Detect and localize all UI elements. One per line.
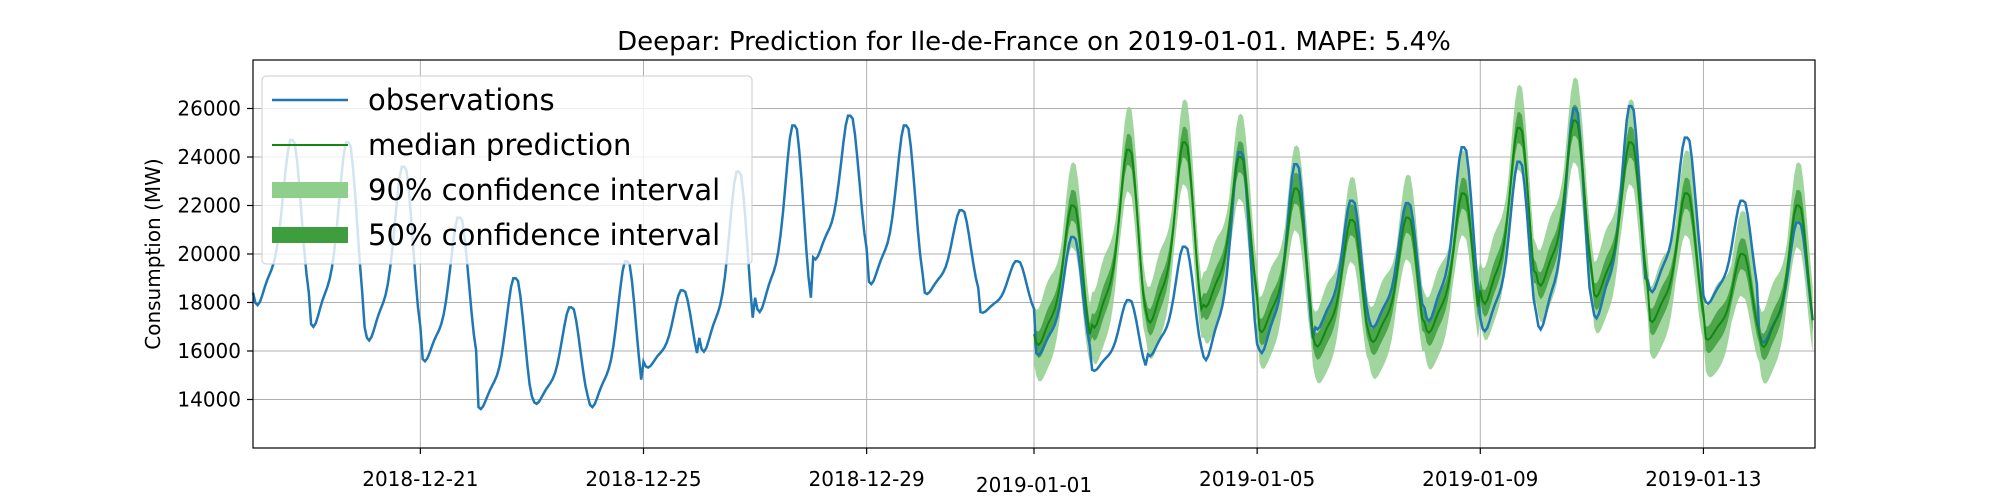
ci90-band <box>1034 77 1813 384</box>
x-tick-label: 2018-12-25 <box>585 467 701 491</box>
legend-ci90-label: 90% confidence interval <box>368 173 720 207</box>
legend-ci50-label: 50% confidence interval <box>368 218 720 252</box>
legend-box <box>261 75 753 265</box>
median-line <box>1033 119 1814 349</box>
x-ticks: 2018-12-21 2018-12-25 2018-12-29 2019-01-01… <box>362 448 1762 497</box>
x-tick-label: 2019-01-13 <box>1645 467 1761 491</box>
x-tick-label: 2018-12-29 <box>809 467 925 491</box>
x-tick-label: 2019-01-09 <box>1422 467 1538 491</box>
ci50-band <box>1034 104 1813 361</box>
observations-line <box>251 104 1814 411</box>
y-tick-label: 24000 <box>177 145 241 169</box>
y-axis-label: Consumption (MW) <box>141 158 165 349</box>
y-ticks: 14000 16000 18000 20000 22000 24000 26000 <box>177 97 253 412</box>
confidence-bands <box>1034 77 1813 384</box>
y-tick-label: 20000 <box>177 242 241 266</box>
x-tick-label: 2018-12-21 <box>362 467 478 491</box>
y-tick-label: 22000 <box>177 194 241 218</box>
legend: observations median prediction 90% confide… <box>261 75 753 265</box>
y-tick-label: 14000 <box>177 388 241 412</box>
series-lines <box>251 104 1814 411</box>
y-tick-label: 16000 <box>177 339 241 363</box>
y-tick-label: 18000 <box>177 291 241 315</box>
x-tick-label: 2019-01-01 <box>976 473 1092 497</box>
legend-observations-label: observations <box>368 83 555 117</box>
legend-median-label: median prediction <box>368 128 631 162</box>
x-tick-label: 2019-01-05 <box>1199 467 1315 491</box>
chart-title: Deepar: Prediction for Ile-de-France on … <box>617 27 1451 57</box>
y-tick-label: 26000 <box>177 97 241 121</box>
